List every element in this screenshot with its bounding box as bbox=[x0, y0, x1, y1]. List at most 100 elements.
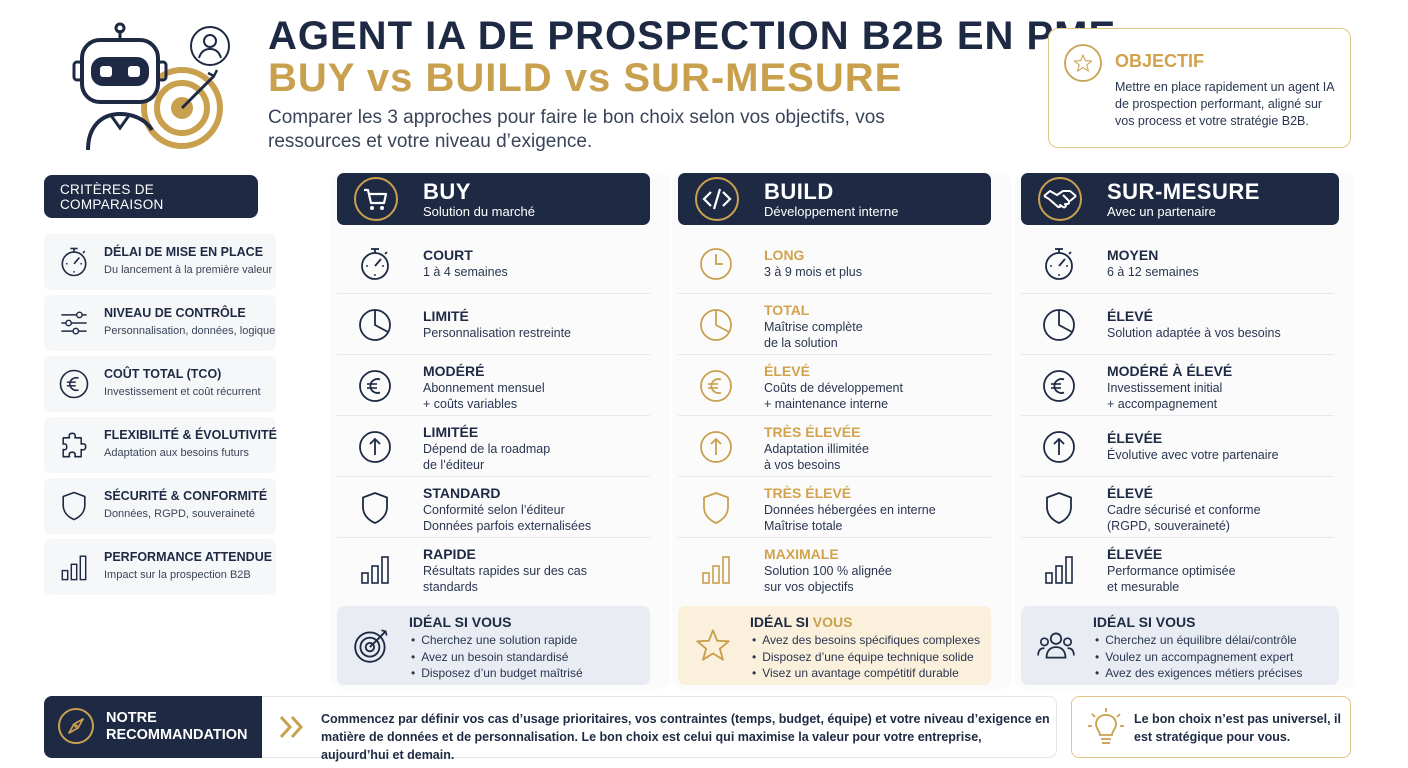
criterion-security: SÉCURITÉ & CONFORMITÉ Données, RGPD, sou… bbox=[44, 478, 276, 534]
lightbulb-icon bbox=[1088, 708, 1124, 744]
recommendation-text: Commencez par définir vos cas d’usage pr… bbox=[321, 712, 1050, 762]
stopwatch-icon bbox=[355, 244, 395, 284]
column-header-custom: SUR-MESURE Avec un partenaire bbox=[1021, 173, 1339, 225]
stopwatch-icon bbox=[56, 244, 92, 280]
bar-chart-icon bbox=[1039, 549, 1079, 589]
cell-level: COURT bbox=[423, 247, 473, 263]
cell-description: Solution adaptée à vos besoins bbox=[1107, 326, 1281, 340]
ideal-list: Cherchez un équilibre délai/contrôle Vou… bbox=[1095, 632, 1302, 682]
chevrons-right-icon bbox=[279, 715, 304, 739]
sliders-icon bbox=[56, 305, 92, 341]
criterion-title: PERFORMANCE ATTENDUE bbox=[104, 550, 273, 564]
column-title: BUILD bbox=[764, 179, 834, 204]
bar-chart-icon bbox=[56, 549, 92, 585]
cell-level: MAXIMALE bbox=[764, 546, 839, 562]
criterion-title: NIVEAU DE CONTRÔLE bbox=[104, 306, 246, 320]
pie-chart-icon bbox=[696, 305, 736, 345]
list-item: Avez un besoin standardisé bbox=[411, 649, 583, 666]
star-icon bbox=[1064, 44, 1102, 82]
cell-level: TRÈS ÉLEVÉ bbox=[764, 485, 852, 501]
criterion-subtitle: Investissement et coût récurrent bbox=[104, 386, 261, 398]
compass-icon bbox=[58, 708, 94, 744]
euro-icon bbox=[355, 366, 395, 406]
cell-level: MOYEN bbox=[1107, 247, 1159, 263]
list-item: Disposez d’un budget maîtrisé bbox=[411, 665, 582, 682]
handshake-icon bbox=[1038, 177, 1082, 221]
column-header-buy: BUY Solution du marché bbox=[337, 173, 650, 225]
ideal-list: Cherchez une solution rapide Avez un bes… bbox=[411, 632, 583, 682]
euro-icon bbox=[696, 366, 736, 406]
arrow-up-icon bbox=[696, 427, 736, 467]
cell-description: Performance optimisée et mesurable bbox=[1107, 564, 1236, 594]
cell-description: Données hébergées en interne Maîtrise to… bbox=[764, 503, 936, 533]
criterion-title: COÛT TOTAL (TCO) bbox=[104, 367, 222, 381]
cell-security: STANDARD Conformité selon l’éditeur Donn… bbox=[337, 477, 650, 538]
shield-icon bbox=[1039, 488, 1079, 528]
cell-control: ÉLEVÉ Solution adaptée à vos besoins bbox=[1021, 294, 1334, 355]
criterion-subtitle: Données, RGPD, souveraineté bbox=[104, 508, 256, 520]
cell-flexibility: TRÈS ÉLEVÉE Adaptation illimitée à vos b… bbox=[678, 416, 991, 477]
list-item: Visez un avantage compétitif durable bbox=[752, 665, 980, 682]
cell-description: Personnalisation restreinte bbox=[423, 326, 571, 340]
cell-level: ÉLEVÉ bbox=[1107, 308, 1153, 324]
ideal-box-buy: IDÉAL SI VOUS Cherchez une solution rapi… bbox=[337, 606, 650, 685]
cell-level: STANDARD bbox=[423, 485, 501, 501]
cell-description: Évolutive avec votre partenaire bbox=[1107, 448, 1279, 462]
criterion-title: DÉLAI DE MISE EN PLACE bbox=[104, 245, 264, 259]
cell-description: Conformité selon l’éditeur Données parfo… bbox=[423, 503, 592, 533]
column-title: BUY bbox=[423, 179, 471, 204]
list-item: Disposez d’une équipe technique solide bbox=[752, 649, 980, 666]
pie-chart-icon bbox=[1039, 305, 1079, 345]
criterion-control: NIVEAU DE CONTRÔLE Personnalisation, don… bbox=[44, 295, 276, 351]
star-icon bbox=[692, 624, 734, 666]
criterion-delay: DÉLAI DE MISE EN PLACE Du lancement à la… bbox=[44, 234, 276, 290]
ideal-title: IDÉAL SI VOUS bbox=[1093, 614, 1196, 630]
cell-description: 6 à 12 semaines bbox=[1107, 265, 1199, 279]
criterion-subtitle: Impact sur la prospection B2B bbox=[104, 569, 251, 581]
objective-title: OBJECTIF bbox=[1115, 51, 1205, 71]
target-icon bbox=[351, 624, 393, 666]
criterion-cost: COÛT TOTAL (TCO) Investissement et coût … bbox=[44, 356, 276, 412]
column-subtitle: Solution du marché bbox=[423, 204, 536, 219]
cell-description: Abonnement mensuel + coûts variables bbox=[423, 381, 545, 411]
cell-security: TRÈS ÉLEVÉ Données hébergées en interne … bbox=[678, 477, 991, 538]
team-icon bbox=[1035, 624, 1077, 666]
cell-level: LIMITÉE bbox=[423, 424, 479, 440]
robot-target-illustration bbox=[62, 18, 234, 152]
cell-level: ÉLEVÉE bbox=[1107, 546, 1163, 562]
cell-description: 1 à 4 semaines bbox=[423, 265, 508, 279]
recommendation-label: NOTRE RECOMMANDATION bbox=[44, 696, 262, 758]
list-item: Cherchez une solution rapide bbox=[411, 632, 583, 649]
ideal-box-build: IDÉAL SI VOUS Avez des besoins spécifiqu… bbox=[678, 606, 991, 685]
objective-text: Mettre en place rapidement un agent IA d… bbox=[1115, 80, 1334, 128]
recommendation-title: NOTRE RECOMMANDATION bbox=[106, 710, 248, 743]
ideal-box-custom: IDÉAL SI VOUS Cherchez un équilibre déla… bbox=[1021, 606, 1339, 685]
cell-security: ÉLEVÉ Cadre sécurisé et conforme (RGPD, … bbox=[1021, 477, 1334, 538]
cell-description: Maîtrise complète de la solution bbox=[764, 320, 863, 350]
list-item: Avez des besoins spécifiques complexes bbox=[752, 632, 980, 649]
shield-icon bbox=[696, 488, 736, 528]
cell-control: TOTAL Maîtrise complète de la solution bbox=[678, 294, 991, 355]
tip-text: Le bon choix n’est pas universel, il est… bbox=[1134, 712, 1342, 744]
euro-icon bbox=[1039, 366, 1079, 406]
page-subtitle: Comparer les 3 approches pour faire le b… bbox=[268, 107, 885, 152]
pie-chart-icon bbox=[355, 305, 395, 345]
puzzle-icon bbox=[56, 427, 92, 463]
cell-level: RAPIDE bbox=[423, 546, 476, 562]
euro-icon bbox=[56, 366, 92, 402]
list-item: Voulez un accompagnement expert bbox=[1095, 649, 1302, 666]
arrow-up-icon bbox=[1039, 427, 1079, 467]
page-title: AGENT IA DE PROSPECTION B2B EN PME bbox=[268, 14, 1117, 58]
cell-delay: MOYEN 6 à 12 semaines bbox=[1021, 233, 1334, 294]
recommendation-banner: NOTRE RECOMMANDATION Commencez par défin… bbox=[44, 696, 1057, 762]
list-item: Cherchez un équilibre délai/contrôle bbox=[1095, 632, 1302, 649]
code-icon bbox=[695, 177, 739, 221]
cart-icon bbox=[354, 177, 398, 221]
cell-level: ÉLEVÉE bbox=[1107, 430, 1163, 446]
cell-performance: MAXIMALE Solution 100 % alignée sur vos … bbox=[678, 538, 991, 599]
shield-icon bbox=[56, 488, 92, 524]
bar-chart-icon bbox=[355, 549, 395, 589]
clock-icon bbox=[696, 244, 736, 284]
cell-description: 3 à 9 mois et plus bbox=[764, 265, 862, 279]
cell-description: Coûts de développement + maintenance int… bbox=[764, 381, 903, 411]
